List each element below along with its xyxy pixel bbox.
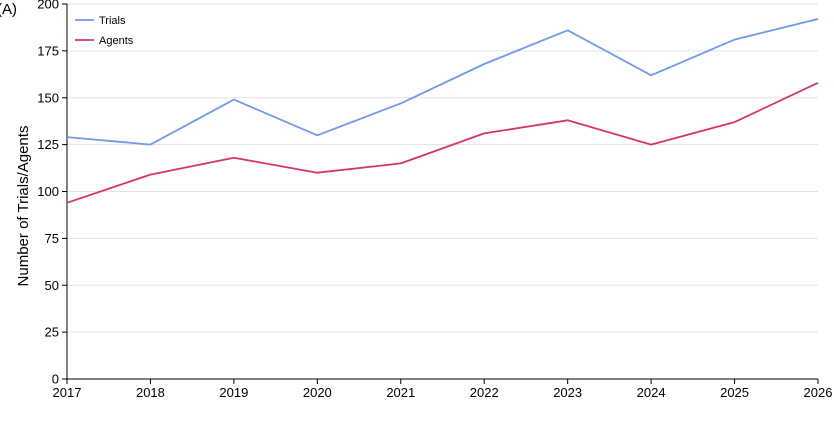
panel-label: (A) bbox=[0, 1, 17, 18]
series-line-trials bbox=[66, 18, 819, 146]
y-tick-label: 75 bbox=[45, 231, 59, 246]
x-tick-label: 2026 bbox=[804, 385, 833, 400]
y-tick-label: 125 bbox=[37, 137, 59, 152]
x-tick-label: 2020 bbox=[303, 385, 332, 400]
y-tick-label: 25 bbox=[45, 325, 59, 340]
x-tick-label: 2021 bbox=[386, 385, 415, 400]
series-line-agents bbox=[66, 81, 819, 204]
axes: 0 25 50 75 100 125 150 175 200 2017 2018 2019 2020 20… bbox=[37, 0, 832, 400]
y-tick-label: 175 bbox=[37, 43, 59, 58]
y-tick-label: 150 bbox=[37, 90, 59, 105]
gridlines bbox=[67, 3, 818, 333]
legend-label-trials: Trials bbox=[99, 15, 126, 27]
x-tick-label: 2018 bbox=[136, 385, 165, 400]
x-tick-label: 2023 bbox=[553, 385, 582, 400]
x-tick-label: 2024 bbox=[637, 385, 666, 400]
legend: Trials Agents bbox=[75, 15, 134, 47]
x-tick-label: 2022 bbox=[470, 385, 499, 400]
x-tick-label: 2025 bbox=[720, 385, 749, 400]
x-tick-label: 2017 bbox=[53, 385, 82, 400]
x-tick-label: 2019 bbox=[219, 385, 248, 400]
legend-label-agents: Agents bbox=[99, 35, 134, 47]
y-axis-title: Number of Trials/Agents bbox=[15, 126, 32, 287]
y-tick-label: 100 bbox=[37, 184, 59, 199]
y-tick-label: 200 bbox=[37, 0, 59, 12]
y-tick-label: 0 bbox=[52, 372, 59, 387]
y-tick-label: 50 bbox=[45, 278, 59, 293]
series-lines bbox=[66, 18, 819, 204]
